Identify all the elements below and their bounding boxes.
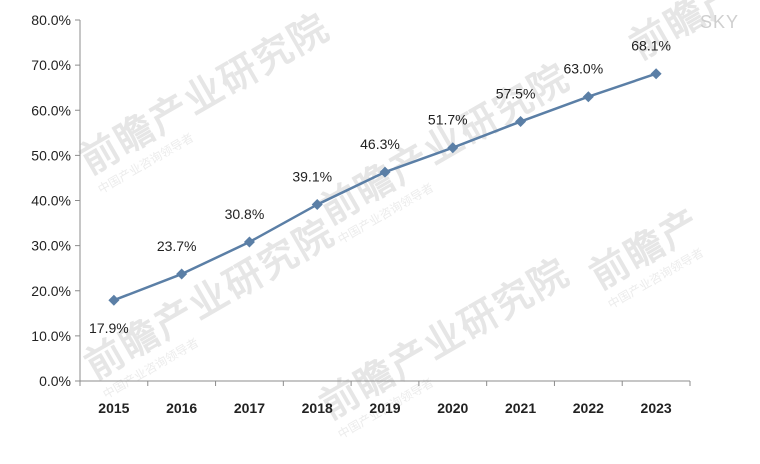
data-label: 39.1%	[292, 169, 332, 185]
y-tick-label: 60.0%	[31, 102, 71, 118]
data-label: 17.9%	[89, 320, 129, 336]
data-point-marker	[650, 68, 662, 80]
y-tick-label: 40.0%	[31, 193, 71, 209]
watermark-tag: SKY	[700, 12, 739, 32]
data-point-marker	[515, 116, 527, 128]
y-axis-ticks: 0.0% 10.0% 20.0% 30.0% 40.0% 50.0% 60.0% 70.0% 8…	[31, 12, 80, 389]
y-tick-label: 10.0%	[31, 328, 71, 344]
x-axis-ticks: 2015 2016 2017 2018 2019 2020 2021 2022 2023	[79, 381, 691, 416]
data-point-marker	[243, 236, 255, 248]
data-point-marker	[176, 268, 188, 280]
watermark-brand: 前瞻产	[623, 0, 749, 68]
data-point-marker	[582, 91, 594, 103]
y-tick-label: 50.0%	[31, 147, 71, 163]
data-point-marker	[108, 294, 120, 306]
data-label: 23.7%	[157, 238, 197, 254]
data-point-marker	[311, 199, 323, 211]
data-label: 57.5%	[496, 86, 536, 102]
data-label: 46.3%	[360, 136, 400, 152]
x-tick-label: 2018	[302, 400, 333, 416]
x-tick-label: 2021	[505, 400, 536, 416]
y-tick-label: 80.0%	[31, 12, 71, 28]
data-label: 68.1%	[631, 38, 671, 54]
watermark-brand: 前瞻产业研究院	[313, 55, 578, 233]
y-tick-label: 0.0%	[39, 373, 71, 389]
data-label: 63.0%	[563, 61, 603, 77]
data-point-marker	[379, 166, 391, 178]
x-tick-label: 2019	[369, 400, 400, 416]
x-tick-label: 2015	[98, 400, 129, 416]
y-tick-label: 30.0%	[31, 238, 71, 254]
watermark-layer: 前瞻产业研究院 中国产业咨询领导者 前瞻产业研究院 中国产业咨询领导者 前瞻产业…	[73, 0, 749, 442]
x-tick-label: 2017	[234, 400, 265, 416]
watermark-brand: 前瞻产业研究院	[73, 5, 338, 183]
x-tick-label: 2016	[166, 400, 197, 416]
x-tick-label: 2022	[573, 400, 604, 416]
data-point-marker	[447, 142, 459, 154]
data-label: 51.7%	[428, 112, 468, 128]
x-tick-label: 2020	[437, 400, 468, 416]
series-layer	[108, 68, 662, 306]
data-labels-layer: 17.9% 23.7% 30.8% 39.1% 46.3% 51.7% 57.5% 63.0%…	[89, 38, 671, 337]
y-tick-label: 70.0%	[31, 57, 71, 73]
x-tick-label: 2023	[641, 400, 672, 416]
data-label: 30.8%	[225, 206, 265, 222]
y-tick-label: 20.0%	[31, 283, 71, 299]
